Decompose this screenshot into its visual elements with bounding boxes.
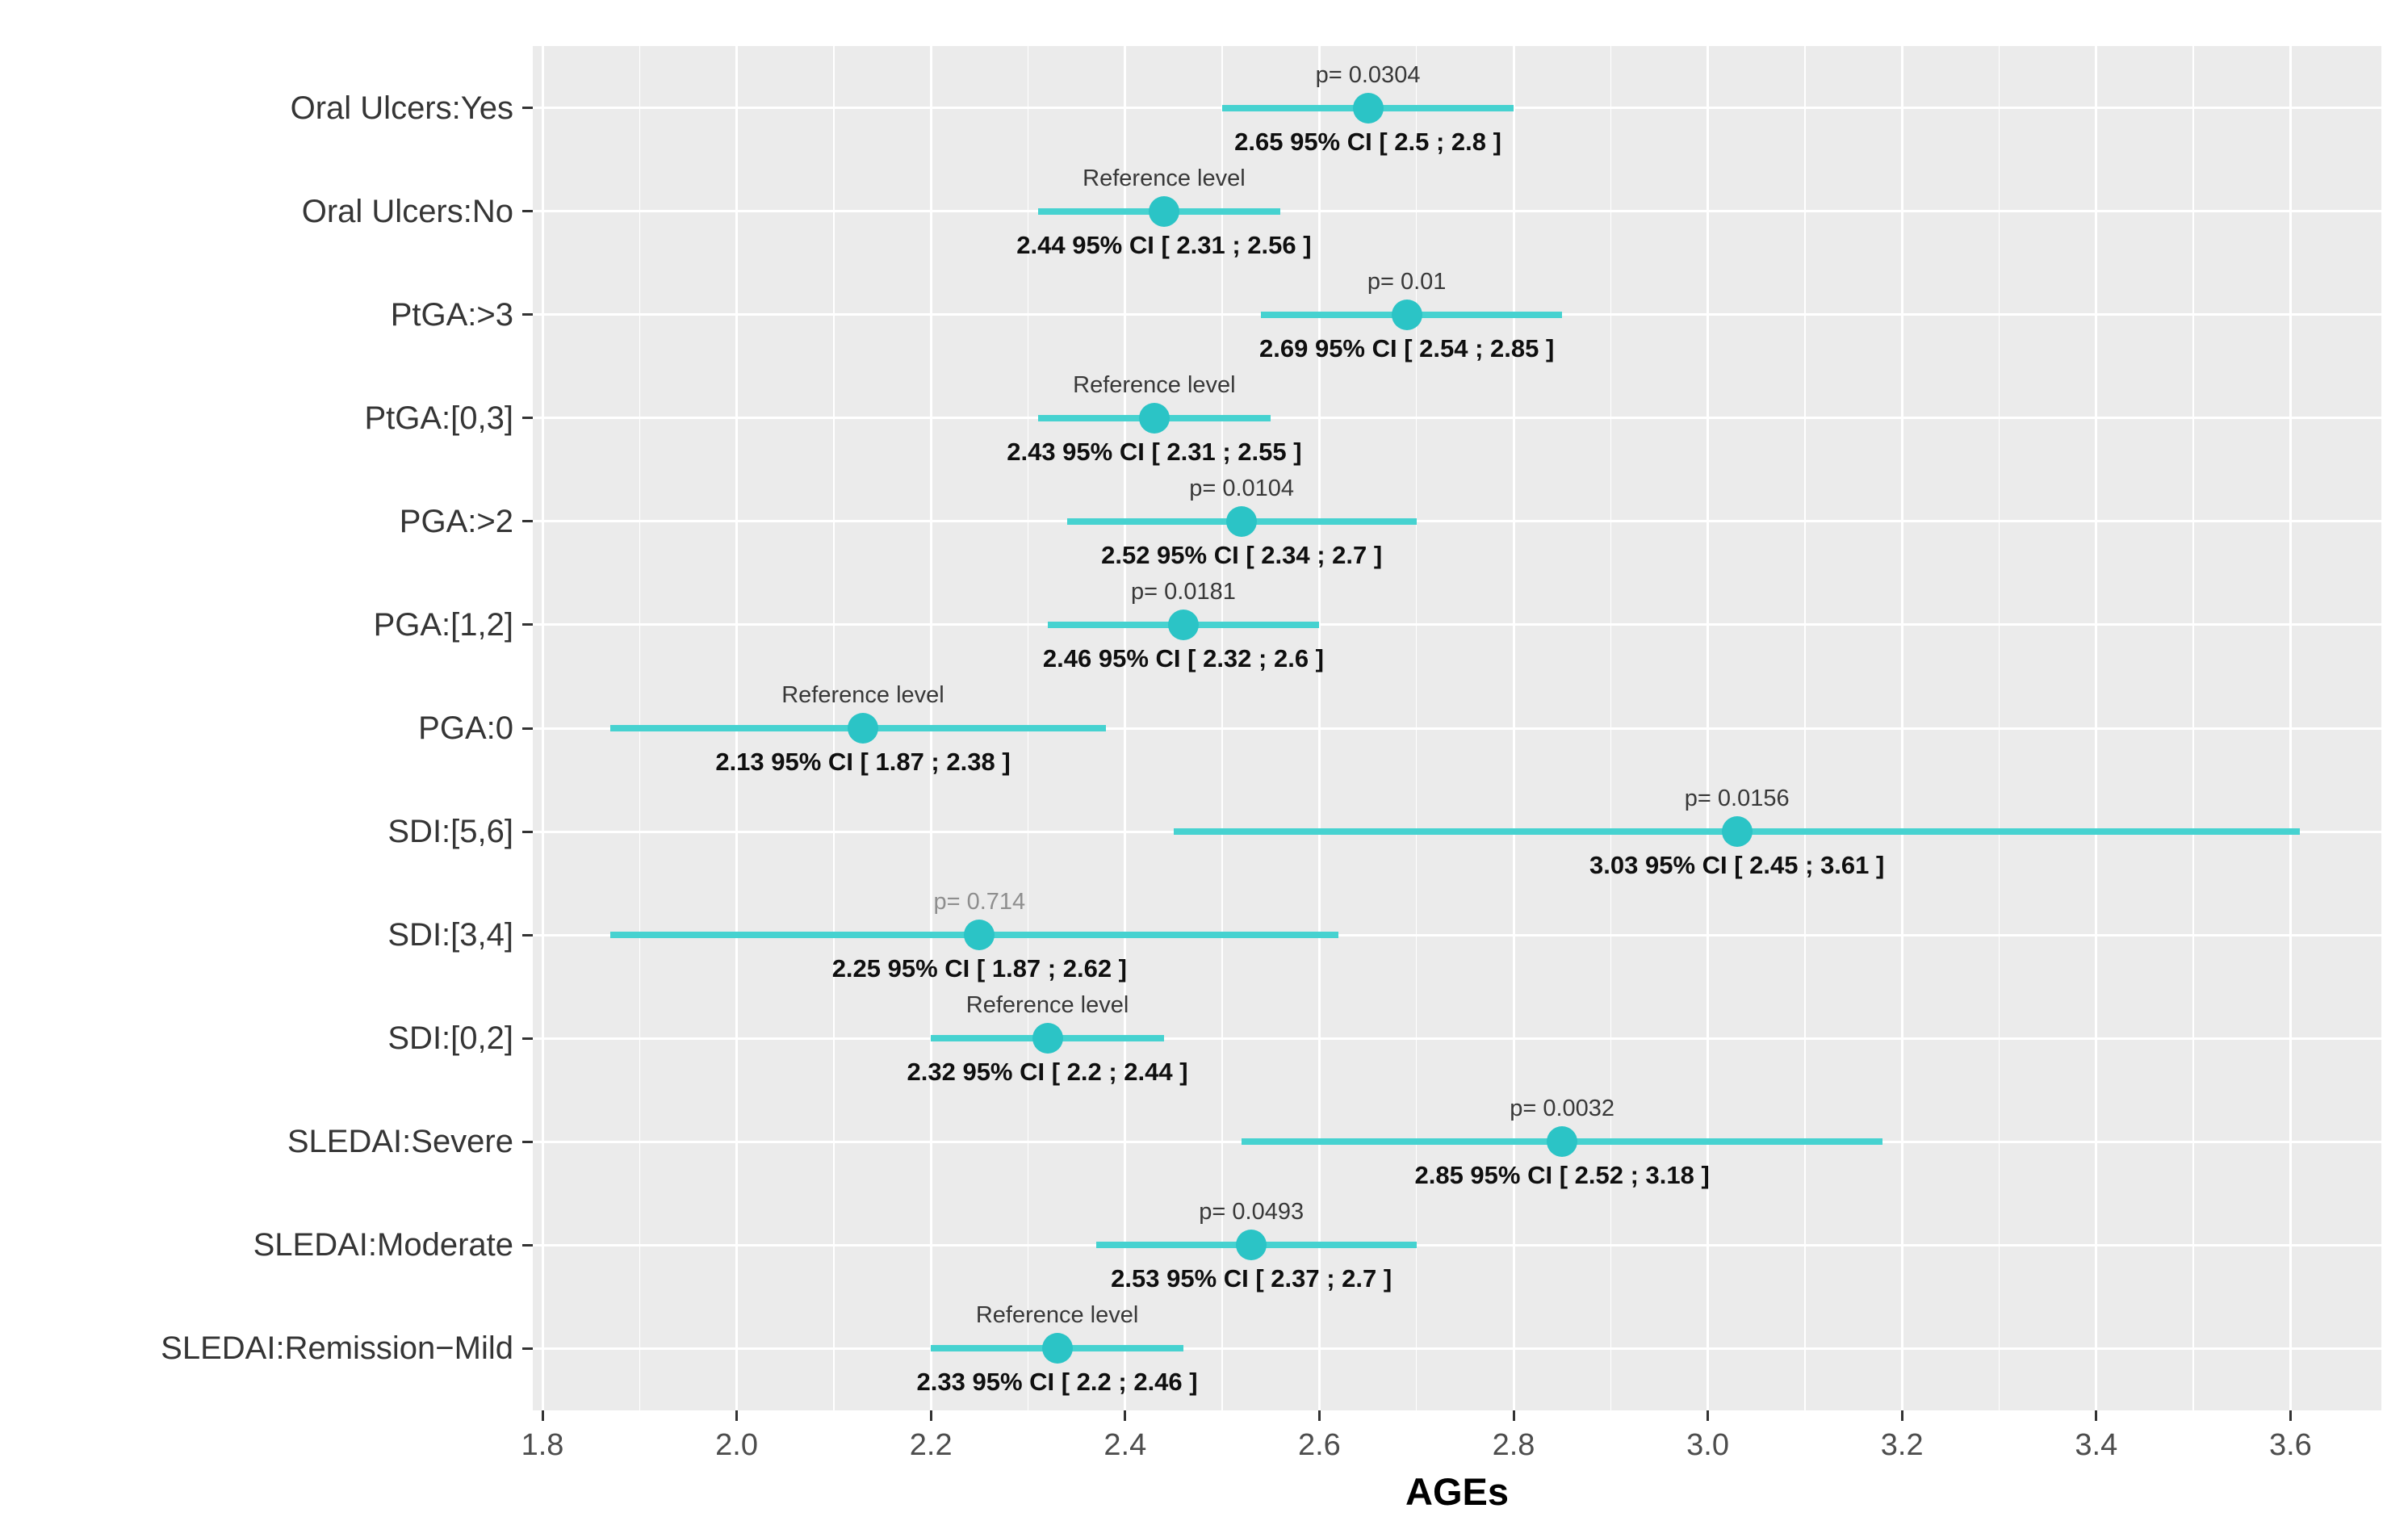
- ci-text: 2.33 95% CI [ 2.2 ; 2.46 ]: [916, 1368, 1198, 1397]
- x-tick-mark: [1900, 1410, 1903, 1421]
- estimate-point: [1167, 609, 1199, 640]
- estimate-point: [1547, 1126, 1578, 1158]
- estimate-point: [1138, 402, 1170, 434]
- category-label: SLEDAI:Remission−Mild: [161, 1330, 513, 1367]
- category-label: PGA:0: [418, 710, 513, 746]
- grid-major-horizontal: [533, 933, 2381, 936]
- ci-text: 2.65 95% CI [ 2.5 ; 2.8 ]: [1234, 127, 1501, 156]
- estimate-point: [1721, 816, 1753, 848]
- x-tick-mark: [1512, 1410, 1515, 1421]
- x-tick-mark: [929, 1410, 932, 1421]
- estimate-point: [1148, 195, 1179, 227]
- x-tick-label: 3.0: [1686, 1428, 1729, 1462]
- x-tick-mark: [1317, 1410, 1321, 1421]
- category-label: PGA:[1,2]: [373, 606, 513, 643]
- x-tick-label: 2.8: [1492, 1428, 1535, 1462]
- p-value-label: p= 0.0304: [1315, 61, 1421, 88]
- p-value-label: p= 0.714: [933, 889, 1026, 916]
- p-value-label: p= 0.0493: [1199, 1199, 1305, 1226]
- ci-text: 2.52 95% CI [ 2.34 ; 2.7 ]: [1101, 540, 1383, 569]
- ci-text: 2.69 95% CI [ 2.54 ; 2.85 ]: [1259, 333, 1555, 362]
- y-tick-mark: [522, 520, 533, 523]
- estimate-point: [1236, 1230, 1267, 1261]
- p-value-label: p= 0.0181: [1131, 578, 1236, 605]
- estimate-point: [1032, 1023, 1063, 1054]
- y-tick-mark: [522, 1243, 533, 1247]
- y-tick-mark: [522, 1347, 533, 1350]
- reference-level-label: Reference level: [781, 682, 944, 708]
- ci-text: 2.13 95% CI [ 1.87 ; 2.38 ]: [715, 748, 1011, 776]
- estimate-point: [1352, 92, 1384, 124]
- y-tick-mark: [522, 1037, 533, 1040]
- x-axis-title: AGEs: [1405, 1470, 1509, 1513]
- x-tick-label: 1.8: [521, 1428, 564, 1462]
- grid-major-horizontal: [533, 1347, 2381, 1350]
- x-tick-label: 2.0: [715, 1428, 758, 1462]
- x-tick-mark: [2095, 1410, 2098, 1421]
- grid-major-horizontal: [533, 727, 2381, 730]
- x-tick-label: 3.2: [1880, 1428, 1924, 1462]
- x-tick-mark: [541, 1410, 544, 1421]
- category-label: SDI:[3,4]: [387, 917, 513, 953]
- x-tick-label: 2.2: [909, 1428, 953, 1462]
- x-tick-mark: [1124, 1410, 1127, 1421]
- reference-level-label: Reference level: [1083, 165, 1246, 191]
- category-label: SLEDAI:Severe: [287, 1124, 513, 1160]
- grid-major-horizontal: [533, 520, 2381, 523]
- grid-major-horizontal: [533, 623, 2381, 626]
- category-label: PtGA:[0,3]: [364, 400, 513, 436]
- ci-text: 2.53 95% CI [ 2.37 ; 2.7 ]: [1111, 1264, 1392, 1293]
- reference-level-label: Reference level: [965, 992, 1129, 1019]
- category-label: PtGA:>3: [390, 296, 513, 333]
- estimate-point: [847, 713, 878, 744]
- category-label: SLEDAI:Moderate: [253, 1227, 513, 1263]
- y-tick-mark: [522, 210, 533, 213]
- x-tick-label: 2.6: [1297, 1428, 1341, 1462]
- ci-text: 2.46 95% CI [ 2.32 ; 2.6 ]: [1042, 643, 1324, 673]
- estimate-point: [964, 920, 995, 951]
- estimate-point: [1391, 299, 1422, 330]
- y-tick-mark: [522, 830, 533, 833]
- y-tick-mark: [522, 313, 533, 316]
- x-tick-mark: [2289, 1410, 2292, 1421]
- p-value-label: p= 0.0104: [1189, 475, 1295, 501]
- grid-major-horizontal: [533, 1243, 2381, 1247]
- reference-level-label: Reference level: [1073, 371, 1236, 398]
- x-tick-label: 3.6: [2268, 1428, 2312, 1462]
- category-label: Oral Ulcers:No: [301, 193, 513, 229]
- estimate-point: [1041, 1333, 1073, 1364]
- category-label: SDI:[5,6]: [387, 814, 513, 850]
- y-tick-mark: [522, 623, 533, 626]
- ci-text: 3.03 95% CI [ 2.45 ; 3.61 ]: [1589, 851, 1885, 880]
- y-tick-mark: [522, 107, 533, 110]
- grid-major-horizontal: [533, 1037, 2381, 1040]
- y-tick-mark: [522, 417, 533, 420]
- estimate-point: [1226, 505, 1258, 537]
- y-tick-mark: [522, 933, 533, 936]
- p-value-label: p= 0.0032: [1510, 1096, 1615, 1122]
- x-tick-label: 2.4: [1103, 1428, 1147, 1462]
- x-tick-mark: [1707, 1410, 1710, 1421]
- p-value-label: p= 0.0156: [1684, 786, 1790, 812]
- ci-text: 2.25 95% CI [ 1.87 ; 2.62 ]: [831, 954, 1127, 983]
- p-value-label: p= 0.01: [1367, 268, 1447, 295]
- x-tick-mark: [735, 1410, 739, 1421]
- ci-text: 2.44 95% CI [ 2.31 ; 2.56 ]: [1016, 230, 1312, 259]
- reference-level-label: Reference level: [975, 1302, 1139, 1329]
- category-label: SDI:[0,2]: [387, 1020, 513, 1057]
- ci-text: 2.43 95% CI [ 2.31 ; 2.55 ]: [1007, 437, 1302, 466]
- grid-major-horizontal: [533, 210, 2381, 213]
- x-tick-label: 3.4: [2075, 1428, 2118, 1462]
- ci-text: 2.85 95% CI [ 2.52 ; 3.18 ]: [1414, 1161, 1710, 1190]
- ci-text: 2.32 95% CI [ 2.2 ; 2.44 ]: [907, 1058, 1188, 1087]
- y-tick-mark: [522, 1140, 533, 1143]
- grid-major-horizontal: [533, 417, 2381, 420]
- y-tick-mark: [522, 727, 533, 730]
- category-label: Oral Ulcers:Yes: [290, 90, 513, 126]
- category-label: PGA:>2: [399, 503, 513, 539]
